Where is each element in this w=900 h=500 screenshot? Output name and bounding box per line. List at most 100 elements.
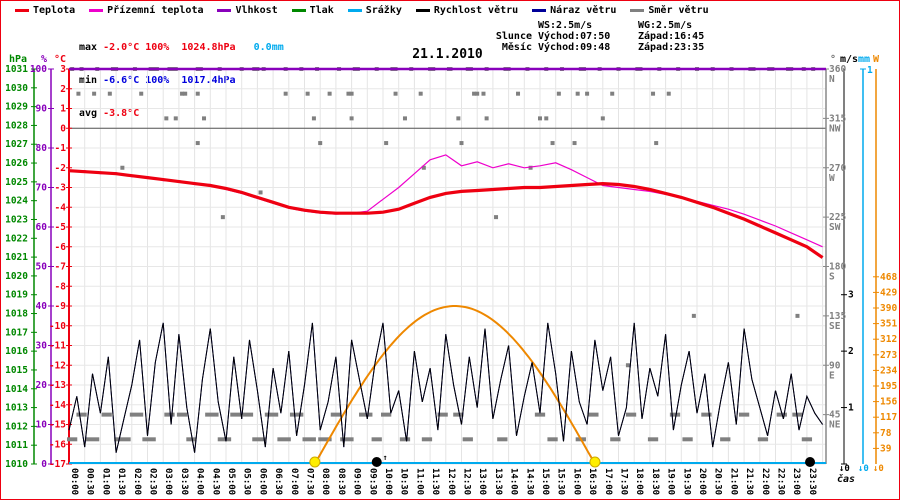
svg-text:08:30: 08:30 <box>336 468 346 495</box>
svg-text:50: 50 <box>36 262 48 273</box>
moon-rise: Východ:09:48 <box>538 42 611 53</box>
svg-text:19:30: 19:30 <box>681 468 691 495</box>
svg-text:1010: 1010 <box>5 459 28 470</box>
legend-swatch-7 <box>630 9 645 12</box>
svg-text:16:00: 16:00 <box>571 468 581 495</box>
svg-text:429: 429 <box>880 287 897 298</box>
svg-text:360: 360 <box>829 64 846 75</box>
svg-text:-1: -1 <box>55 143 67 154</box>
svg-text:1020: 1020 <box>5 271 28 282</box>
svg-text:↓0: ↓0 <box>858 464 869 474</box>
svg-text:15:00: 15:00 <box>540 468 550 495</box>
svg-text:05:30: 05:30 <box>242 468 252 495</box>
svg-text:1: 1 <box>60 104 66 115</box>
svg-text:W: W <box>829 173 835 184</box>
svg-text:-3: -3 <box>55 183 67 194</box>
svg-text:-11: -11 <box>49 341 66 352</box>
stats-max-humidity: 100% <box>145 42 170 53</box>
legend-swatch-5 <box>415 9 430 12</box>
svg-text:90: 90 <box>36 104 48 115</box>
moon-label: Měsíc <box>501 42 532 53</box>
svg-text:468: 468 <box>880 272 897 283</box>
svg-text:21:30: 21:30 <box>744 468 754 495</box>
svg-text:315: 315 <box>829 113 846 124</box>
svg-text:16:30: 16:30 <box>587 468 597 495</box>
svg-text:390: 390 <box>880 303 897 314</box>
svg-text:hPa: hPa <box>9 54 27 65</box>
svg-text:14:00: 14:00 <box>509 468 519 495</box>
legend-item-0: Teplota <box>15 5 75 16</box>
svg-text:02:00: 02:00 <box>132 468 142 495</box>
legend-swatch-0 <box>15 9 29 12</box>
svg-text:3: 3 <box>848 290 854 301</box>
svg-text:NE: NE <box>829 420 841 431</box>
svg-text:21:00: 21:00 <box>728 468 738 495</box>
legend-swatch-2 <box>217 9 232 12</box>
svg-text:234: 234 <box>880 365 897 376</box>
svg-text:17:00: 17:00 <box>603 468 613 495</box>
svg-text:°C: °C <box>54 54 66 65</box>
svg-text:↑: ↑ <box>383 453 388 462</box>
temperature-line <box>68 169 824 259</box>
time-axis-labels: 00:00 00:30 01:00 01:30 02:00 02:30 03:00 03:30… <box>69 468 817 495</box>
stats-max-label: max <box>79 42 98 53</box>
svg-text:18:30: 18:30 <box>650 468 660 495</box>
legend: Teplota Přízemní teplota Vlhkost Tlak Srážky… <box>15 5 709 16</box>
solar-radiation-line <box>314 305 596 465</box>
svg-text:1012: 1012 <box>5 421 28 432</box>
svg-text:40: 40 <box>36 301 48 312</box>
wind-gust-stat: WG:2.5m/s <box>638 20 693 31</box>
sun-set: Západ:16:45 <box>638 31 705 42</box>
svg-text:39: 39 <box>880 443 892 454</box>
sun-rise: Východ:07:50 <box>538 31 611 42</box>
grid <box>68 69 826 465</box>
legend-label-0: Teplota <box>33 5 76 16</box>
legend-swatch-6 <box>532 9 547 12</box>
svg-text:1: 1 <box>867 65 873 76</box>
stats-max-row: max -2.0°C 100% 1024.8hPa 0.0mm <box>79 42 284 53</box>
legend-label-6: Náraz větru <box>550 5 617 16</box>
legend-item-1: Přízemní teplota <box>89 5 203 16</box>
svg-text:SW: SW <box>829 222 841 233</box>
svg-text:06:00: 06:00 <box>257 468 267 495</box>
svg-text:80: 80 <box>36 143 48 154</box>
svg-text:N: N <box>829 74 835 85</box>
svg-text:13:30: 13:30 <box>493 468 503 495</box>
stats-block-left: max -2.0°C 100% 1024.8hPa 0.0mm min -6.6… <box>79 20 284 141</box>
svg-text:00:30: 00:30 <box>85 468 95 495</box>
svg-text:1014: 1014 <box>5 384 28 395</box>
svg-text:-13: -13 <box>49 380 66 391</box>
svg-text:08:00: 08:00 <box>320 468 330 495</box>
svg-text:78: 78 <box>880 428 892 439</box>
legend-label-3: Tlak <box>309 5 334 16</box>
svg-text:S: S <box>829 272 835 283</box>
moonrise-marker <box>371 457 382 467</box>
svg-text:1019: 1019 <box>5 290 28 301</box>
svg-text:07:30: 07:30 <box>305 468 315 495</box>
svg-text:13:00: 13:00 <box>477 468 487 495</box>
svg-text:14:30: 14:30 <box>524 468 534 495</box>
stats-avg-label: avg <box>79 108 98 119</box>
legend-label-2: Vlhkost <box>235 5 278 16</box>
axes <box>31 68 879 465</box>
svg-text:-17: -17 <box>49 459 66 470</box>
svg-text:čas: čas <box>837 473 855 485</box>
svg-text:20: 20 <box>36 380 48 391</box>
svg-text:1016: 1016 <box>5 346 28 357</box>
svg-text:01:00: 01:00 <box>100 468 110 495</box>
svg-text:-2: -2 <box>55 163 66 174</box>
svg-text:2: 2 <box>848 346 854 357</box>
svg-text:06:30: 06:30 <box>273 468 283 495</box>
legend-item-2: Vlhkost <box>217 5 278 16</box>
svg-text:09:00: 09:00 <box>352 468 362 495</box>
stats-min-humidity: 100% <box>145 75 170 86</box>
svg-text:10: 10 <box>36 420 48 431</box>
svg-text:312: 312 <box>880 334 897 345</box>
svg-text:↓0: ↓0 <box>839 464 850 474</box>
svg-text:351: 351 <box>880 319 897 330</box>
stats-block-right: WS:2.5m/s WG:2.5m/s Slunce Východ:07:50 … <box>488 20 738 53</box>
svg-text:12:30: 12:30 <box>462 468 472 495</box>
legend-label-4: Srážky <box>365 5 402 16</box>
svg-text:01:30: 01:30 <box>116 468 126 495</box>
